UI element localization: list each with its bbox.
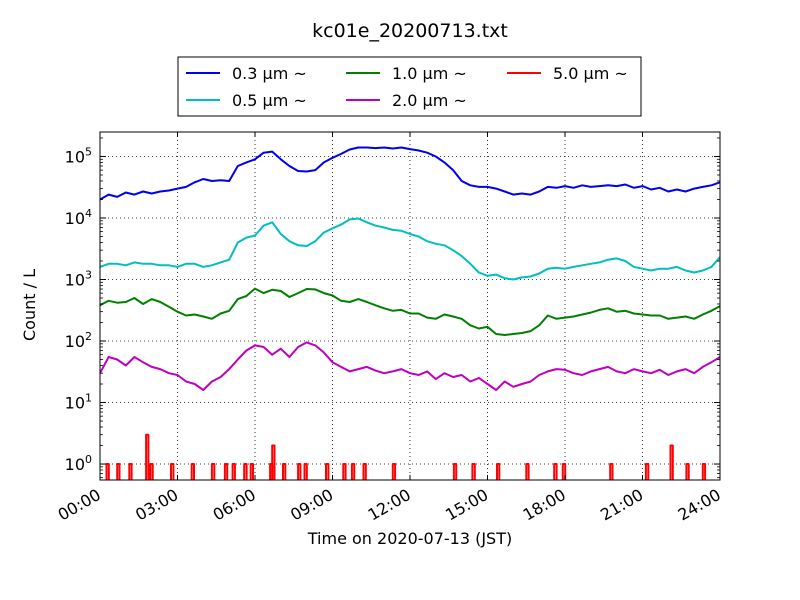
series-line-3 [100, 287, 720, 336]
series-line-5 [105, 433, 707, 480]
y-tick-label: 103 [65, 268, 92, 289]
series-line-4 [100, 341, 720, 391]
y-tick-label: 102 [65, 330, 92, 351]
y-tick-label: 105 [65, 145, 92, 166]
legend-label-3: 1.0 μm ~ [392, 64, 467, 83]
legend-label-5: 5.0 μm ~ [553, 64, 628, 83]
chart-title: kc01e_20200713.txt [312, 20, 508, 42]
legend-label-4: 2.0 μm ~ [392, 91, 467, 110]
plot-layer [100, 132, 720, 480]
series-line-1 [100, 146, 720, 201]
y-tick-label: 100 [65, 453, 92, 474]
y-tick-label: 104 [65, 207, 92, 228]
series-line-2 [100, 217, 720, 281]
legend-label-2: 0.5 μm ~ [232, 91, 307, 110]
y-tick-label: 101 [65, 392, 92, 413]
x-axis-label: Time on 2020-07-13 (JST) [307, 529, 512, 548]
legend-box [177, 56, 642, 117]
legend-label-1: 0.3 μm ~ [232, 64, 307, 83]
legend: 0.3 μm ~ 0.5 μm ~ 1.0 μm ~ 2.0 μm ~ 5.0 μm ~ [177, 56, 642, 117]
y-axis-label: Count / L [20, 269, 39, 341]
